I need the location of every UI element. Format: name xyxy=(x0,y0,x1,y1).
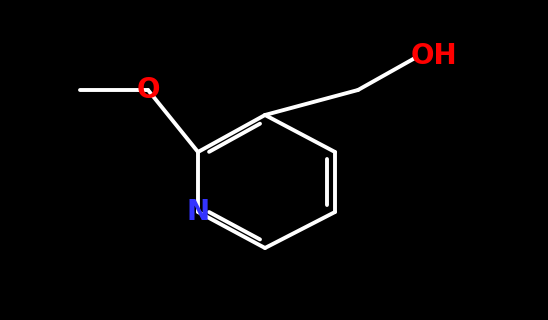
Text: OH: OH xyxy=(411,42,458,70)
Text: O: O xyxy=(136,76,160,104)
Text: N: N xyxy=(186,198,209,226)
